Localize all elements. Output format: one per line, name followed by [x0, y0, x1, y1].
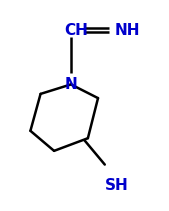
Text: N: N — [65, 77, 77, 92]
Text: NH: NH — [115, 23, 140, 38]
Text: CH: CH — [64, 23, 88, 38]
Text: SH: SH — [105, 178, 129, 193]
